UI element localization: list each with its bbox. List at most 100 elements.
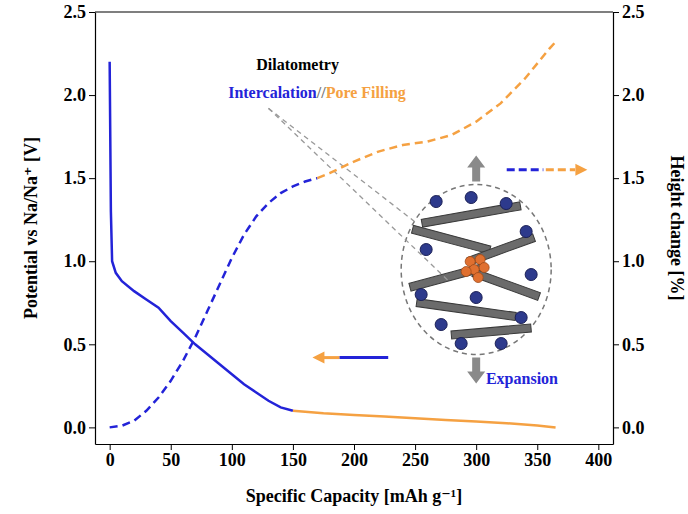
- tick: 2.0: [64, 85, 96, 105]
- tick-label: 300: [463, 450, 490, 470]
- tick-label: 50: [162, 450, 180, 470]
- graphene-sheet: [451, 324, 531, 339]
- tick-label: 1.0: [64, 251, 87, 271]
- tick-label: 1.5: [622, 168, 645, 188]
- tick: 350: [524, 444, 551, 470]
- axis-arrow-head: [575, 164, 587, 176]
- sodium-ion: [435, 319, 447, 331]
- x-axis-title: Specific Capacity [mAh g⁻¹]: [246, 486, 462, 506]
- leader-line: [268, 108, 449, 282]
- sodium-ion: [420, 244, 432, 256]
- tick-label: 1.5: [64, 168, 87, 188]
- annotation: Intercalation: [228, 84, 317, 101]
- axis-arrow: [339, 356, 388, 359]
- tick-mark: [89, 344, 95, 345]
- sodium-cluster: [479, 263, 489, 273]
- y-axis: 0.0 0.5 1.0 1.5 2.0 2.5: [64, 2, 96, 444]
- tick-mark: [613, 427, 619, 428]
- chart: 0 50 100 150 200 250 300 350 400 0.0 0.5 1.0 1.5 2.0 2…: [0, 0, 688, 514]
- tick-mark: [89, 427, 95, 428]
- y2-axis-title: Height change [%]: [667, 156, 687, 301]
- tick-mark: [613, 178, 619, 179]
- tick: 250: [402, 444, 429, 470]
- tick-label: 0: [106, 450, 115, 470]
- annotation-group: Intercalation//Pore Filling: [228, 84, 406, 102]
- tick: 300: [463, 444, 490, 470]
- sodium-ion: [520, 226, 532, 238]
- axis-arrow: [546, 168, 575, 171]
- tick-label: 2.5: [64, 2, 87, 22]
- graphene-sheet: [409, 264, 484, 291]
- sodium-ion: [415, 289, 427, 301]
- tick: 2.5: [613, 2, 645, 22]
- tick: 0: [106, 444, 115, 470]
- tick-label: 1.0: [622, 251, 645, 271]
- plot-frame: [95, 11, 613, 12]
- inset-illustration: [401, 156, 551, 384]
- tick-label: 2.0: [64, 85, 87, 105]
- tick-label: 100: [219, 450, 246, 470]
- tick: 0.5: [64, 335, 96, 355]
- tick-label: 0.0: [64, 418, 87, 438]
- tick-mark: [613, 12, 619, 13]
- tick-label: 0.5: [64, 335, 87, 355]
- tick-label: 400: [585, 450, 612, 470]
- series-line: [110, 178, 318, 427]
- tick: 1.5: [64, 168, 96, 188]
- tick: 1.0: [64, 251, 96, 271]
- tick-label: 350: [524, 450, 551, 470]
- tick: 200: [341, 444, 368, 470]
- tick: 400: [585, 444, 612, 470]
- expansion-arrow: [467, 156, 485, 182]
- annotation: Expansion: [486, 370, 558, 388]
- annotation: //: [316, 84, 326, 101]
- tick-label: 0.0: [622, 418, 645, 438]
- axis-line: [613, 13, 614, 445]
- axis-line: [95, 13, 96, 445]
- tick-mark: [89, 95, 95, 96]
- y-axis-title: Potential vs Na/Na⁺ [V]: [21, 137, 41, 319]
- tick: 2.0: [613, 85, 645, 105]
- sodium-ion: [525, 269, 537, 281]
- tick-label: 150: [280, 450, 307, 470]
- tick: 0.5: [613, 335, 645, 355]
- tick-label: 250: [402, 450, 429, 470]
- sodium-cluster: [473, 273, 483, 283]
- sodium-ion: [515, 312, 527, 324]
- tick: 1.0: [613, 251, 645, 271]
- tick: 2.5: [64, 2, 96, 22]
- tick: 0.0: [64, 418, 96, 438]
- graphene-sheet: [416, 299, 516, 321]
- axis-arrow: [507, 168, 544, 171]
- sodium-ion: [455, 338, 467, 350]
- tick: 100: [219, 444, 246, 470]
- tick: 150: [280, 444, 307, 470]
- tick-mark: [89, 178, 95, 179]
- tick-label: 200: [341, 450, 368, 470]
- sodium-cluster: [461, 267, 471, 277]
- tick-mark: [89, 261, 95, 262]
- tick-mark: [613, 95, 619, 96]
- expansion-arrow: [467, 358, 485, 384]
- tick-label: 2.0: [622, 85, 645, 105]
- series-line: [317, 42, 555, 178]
- tick-mark: [613, 344, 619, 345]
- x-axis: 0 50 100 150 200 250 300 350 400: [96, 444, 614, 470]
- inset-outline: [401, 185, 551, 355]
- sodium-ion: [430, 196, 442, 208]
- annotation: Dilatometry: [256, 56, 339, 74]
- tick-mark: [89, 12, 95, 13]
- sodium-ion: [470, 292, 482, 304]
- sodium-ion: [495, 338, 507, 350]
- tick: 1.5: [613, 168, 645, 188]
- axis-arrow: [323, 356, 339, 359]
- axis-arrow-head: [312, 352, 324, 364]
- y2-axis: 0.0 0.5 1.0 1.5 2.0 2.5: [613, 2, 645, 444]
- tick-label: 0.5: [622, 335, 645, 355]
- tick-mark: [613, 261, 619, 262]
- annotation: Pore Filling: [326, 84, 406, 102]
- tick: 50: [162, 444, 180, 470]
- series-line: [293, 411, 556, 428]
- tick: 0.0: [613, 418, 645, 438]
- series-line: [110, 62, 293, 411]
